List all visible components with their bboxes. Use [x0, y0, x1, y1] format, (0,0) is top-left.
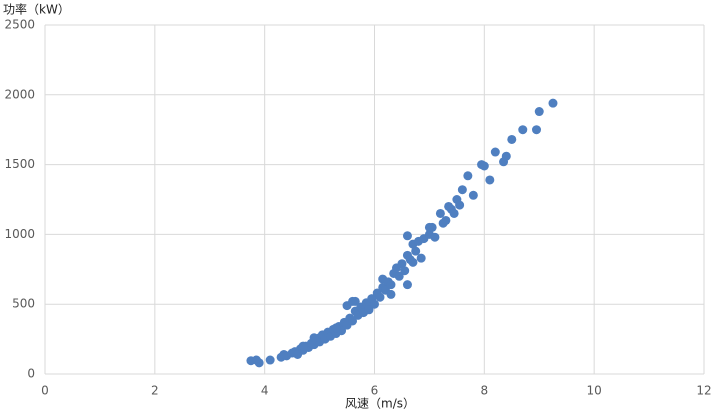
point	[402, 280, 412, 290]
y-tick-label: 1500	[4, 157, 35, 171]
x-axis-label: 风速（m/s）	[345, 397, 415, 411]
point	[364, 305, 374, 315]
point	[298, 341, 308, 351]
point	[490, 147, 500, 157]
point	[416, 253, 426, 263]
y-tick-label: 0	[27, 367, 35, 381]
y-tick-label: 500	[12, 297, 35, 311]
point	[518, 125, 528, 135]
point	[375, 292, 385, 302]
x-tick-label: 6	[371, 384, 379, 398]
point	[348, 316, 358, 326]
point	[331, 323, 341, 333]
point	[370, 299, 379, 309]
point	[386, 289, 396, 299]
point	[254, 358, 264, 368]
x-tick-label: 0	[41, 384, 49, 398]
x-tick-label: 4	[261, 384, 269, 398]
point	[430, 232, 440, 242]
x-tick-label: 8	[481, 384, 489, 398]
point	[548, 98, 558, 108]
point	[485, 175, 495, 185]
point	[394, 271, 404, 281]
point	[386, 280, 396, 290]
point	[411, 246, 421, 256]
x-tick-label: 10	[587, 384, 602, 398]
point	[457, 185, 467, 195]
point	[309, 333, 319, 343]
point	[532, 125, 542, 135]
point	[424, 222, 434, 232]
point	[402, 231, 412, 241]
x-tick-label: 12	[696, 384, 711, 398]
point	[455, 200, 465, 210]
point	[479, 161, 489, 171]
point	[534, 107, 544, 117]
y-tick-label: 2500	[4, 18, 35, 32]
point	[449, 208, 459, 218]
point	[463, 171, 473, 181]
point	[441, 215, 451, 225]
point	[348, 296, 358, 306]
x-tick-label: 2	[151, 384, 159, 398]
point	[265, 355, 275, 365]
point	[397, 259, 407, 269]
point	[501, 151, 511, 161]
point	[507, 134, 517, 144]
y-tick-label: 1000	[4, 227, 35, 241]
point	[468, 190, 478, 200]
point	[400, 266, 410, 276]
point	[408, 257, 418, 267]
point	[435, 208, 445, 218]
y-tick-label: 2000	[4, 87, 35, 101]
point	[444, 201, 454, 211]
y-axis-label: 功率（kW）	[3, 2, 70, 17]
